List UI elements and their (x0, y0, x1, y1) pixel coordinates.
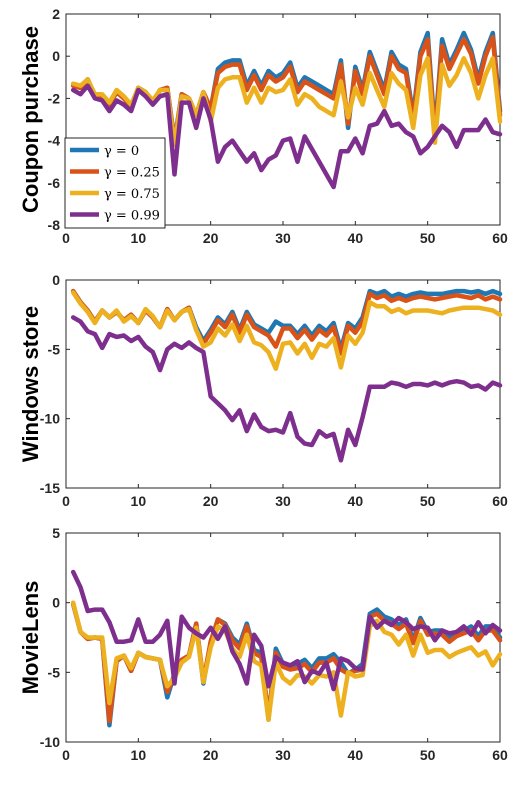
series-line-3 (70, 56, 503, 148)
x-tick-label: 40 (348, 493, 364, 509)
x-tick-label: 10 (131, 493, 147, 509)
y-tick-label: -15 (40, 480, 60, 496)
y-tick-label: 0 (52, 595, 60, 611)
series-line-3 (70, 290, 503, 371)
x-tick-label: 0 (62, 230, 70, 246)
chart-panel-2: 0 10 20 30 40 50 60 0 -5 -10 -15 Windows store (18, 272, 508, 509)
legend-entry: γ = 0.99 (104, 209, 160, 224)
y-tick-label: -5 (48, 664, 61, 680)
y-axis-label: Windows store (18, 306, 43, 462)
x-tick-label: 60 (492, 230, 508, 246)
y-tick-label: -6 (48, 175, 61, 191)
x-tick-label: 20 (203, 230, 219, 246)
x-tick-label: 30 (275, 493, 291, 509)
x-tick-label: 10 (131, 747, 147, 763)
y-tick-label: 2 (52, 6, 60, 22)
x-tick-label: 50 (420, 230, 436, 246)
y-tick-label: -4 (48, 133, 61, 149)
y-tick-label: -10 (40, 734, 60, 750)
series-line-3 (70, 600, 503, 722)
x-tick-label: 0 (62, 493, 70, 509)
legend-entry: γ = 0.25 (104, 166, 160, 181)
x-tick-label: 10 (131, 230, 147, 246)
x-tick-label: 30 (275, 747, 291, 763)
series-line-4 (70, 569, 503, 692)
y-tick-label: 0 (52, 272, 60, 288)
legend-entry: γ = 0.75 (104, 187, 160, 202)
x-tick-label: 50 (420, 747, 436, 763)
y-tick-label: 0 (52, 48, 60, 64)
y-tick-label: -5 (48, 341, 61, 357)
x-tick-label: 40 (348, 230, 364, 246)
plot-area (65, 532, 501, 743)
x-tick-label: 20 (203, 493, 219, 509)
x-tick-label: 60 (492, 493, 508, 509)
y-tick-label: 5 (52, 525, 60, 541)
legend-entry: γ = 0 (104, 144, 139, 159)
series-line-4 (70, 315, 503, 463)
legend: γ = 0 γ = 0.25 γ = 0.75 γ = 0.99 (64, 137, 166, 229)
y-tick-label: -8 (48, 217, 61, 233)
x-tick-label: 0 (62, 747, 70, 763)
x-tick-label: 60 (492, 747, 508, 763)
x-tick-label: 40 (348, 747, 364, 763)
y-axis-label: Coupon purchase (18, 26, 43, 213)
x-tick-label: 50 (420, 493, 436, 509)
y-tick-label: -2 (48, 90, 61, 106)
y-axis-label: MovieLens (18, 581, 43, 695)
x-tick-label: 30 (275, 230, 291, 246)
y-tick-label: -10 (40, 411, 60, 427)
x-tick-label: 20 (203, 747, 219, 763)
series-line-4 (70, 83, 503, 190)
legend-box (64, 137, 166, 229)
